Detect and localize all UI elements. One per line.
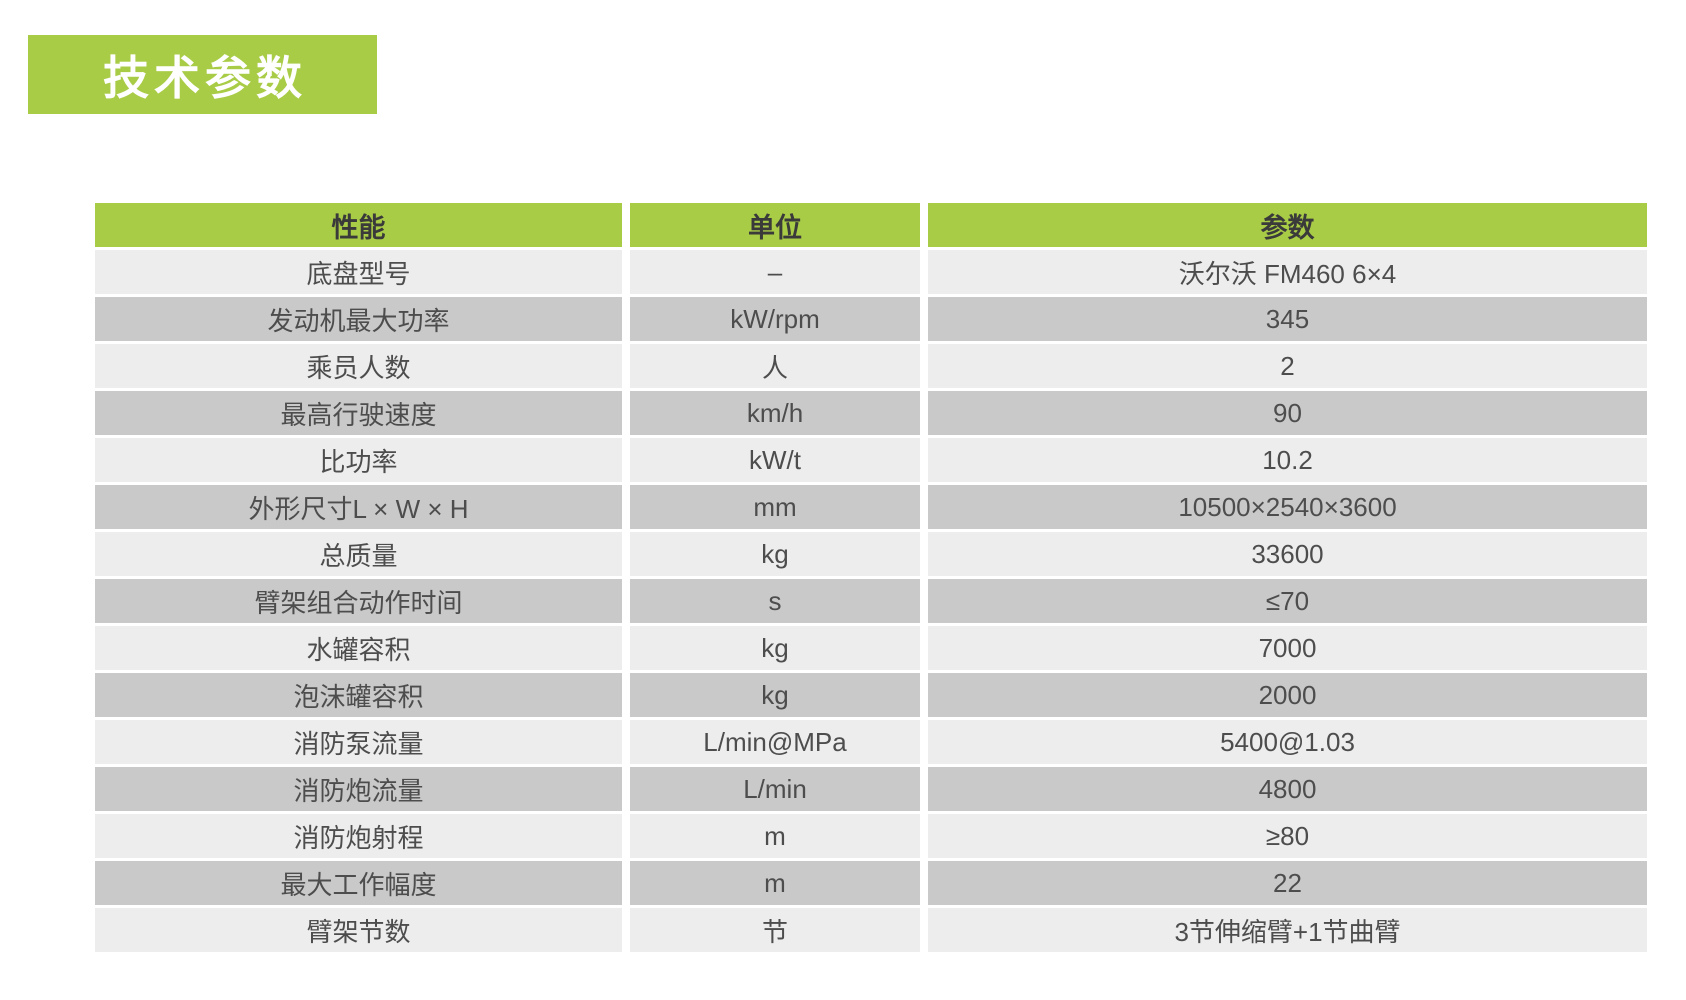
- spec-table-header: 性能 单位 参数: [95, 203, 1647, 247]
- cell-parameter: 5400@1.03: [928, 720, 1647, 764]
- cell-parameter: 2000: [928, 673, 1647, 717]
- cell-performance: 消防泵流量: [95, 720, 622, 764]
- cell-performance: 最大工作幅度: [95, 861, 622, 905]
- cell-performance: 消防炮射程: [95, 814, 622, 858]
- cell-parameter: 4800: [928, 767, 1647, 811]
- cell-unit: m: [630, 861, 920, 905]
- header-row: 性能 单位 参数: [95, 203, 1647, 247]
- cell-unit: kg: [630, 532, 920, 576]
- cell-parameter: 10.2: [928, 438, 1647, 482]
- cell-performance: 臂架节数: [95, 908, 622, 952]
- cell-parameter: 沃尔沃 FM460 6×4: [928, 250, 1647, 294]
- table-row: 总质量 kg 33600: [95, 532, 1647, 576]
- cell-unit: L/min: [630, 767, 920, 811]
- cell-parameter: 22: [928, 861, 1647, 905]
- table-row: 泡沫罐容积 kg 2000: [95, 673, 1647, 717]
- table-row: 发动机最大功率 kW/rpm 345: [95, 297, 1647, 341]
- table-row: 臂架组合动作时间 s ≤70: [95, 579, 1647, 623]
- cell-performance: 水罐容积: [95, 626, 622, 670]
- page-title: 技术参数: [103, 51, 307, 104]
- cell-unit: kW/t: [630, 438, 920, 482]
- table-row: 消防泵流量 L/min@MPa 5400@1.03: [95, 720, 1647, 764]
- page-title-badge: 技术参数: [28, 35, 377, 114]
- cell-unit: km/h: [630, 391, 920, 435]
- cell-performance: 比功率: [95, 438, 622, 482]
- cell-unit: kW/rpm: [630, 297, 920, 341]
- cell-performance: 最高行驶速度: [95, 391, 622, 435]
- cell-performance: 臂架组合动作时间: [95, 579, 622, 623]
- cell-unit: L/min@MPa: [630, 720, 920, 764]
- spec-table: 性能 单位 参数 底盘型号 – 沃尔沃 FM460 6×4 发动机最大功率 kW/rpm…: [87, 200, 1655, 955]
- cell-performance: 乘员人数: [95, 344, 622, 388]
- cell-parameter: 33600: [928, 532, 1647, 576]
- table-row: 底盘型号 – 沃尔沃 FM460 6×4: [95, 250, 1647, 294]
- cell-unit: kg: [630, 626, 920, 670]
- column-header-parameter: 参数: [928, 203, 1647, 247]
- cell-performance: 消防炮流量: [95, 767, 622, 811]
- cell-parameter: 10500×2540×3600: [928, 485, 1647, 529]
- cell-unit: 人: [630, 344, 920, 388]
- table-row: 消防炮射程 m ≥80: [95, 814, 1647, 858]
- cell-parameter: ≥80: [928, 814, 1647, 858]
- table-row: 乘员人数人 2: [95, 344, 1647, 388]
- cell-parameter: 345: [928, 297, 1647, 341]
- cell-parameter: 2: [928, 344, 1647, 388]
- table-row: 消防炮流量 L/min 4800: [95, 767, 1647, 811]
- cell-unit: s: [630, 579, 920, 623]
- table-row: 比功率 kW/t 10.2: [95, 438, 1647, 482]
- cell-performance: 发动机最大功率: [95, 297, 622, 341]
- cell-parameter: 3节伸缩臂+1节曲臂: [928, 908, 1647, 952]
- table-row: 最大工作幅度 m 22: [95, 861, 1647, 905]
- cell-performance: 外形尺寸L × W × H: [95, 485, 622, 529]
- cell-parameter: ≤70: [928, 579, 1647, 623]
- table-row: 最高行驶速度 km/h 90: [95, 391, 1647, 435]
- spec-table-body: 底盘型号 – 沃尔沃 FM460 6×4 发动机最大功率 kW/rpm 345 乘员人数人 2…: [95, 250, 1647, 952]
- cell-performance: 底盘型号: [95, 250, 622, 294]
- table-row: 臂架节数节 3节伸缩臂+1节曲臂: [95, 908, 1647, 952]
- cell-unit: mm: [630, 485, 920, 529]
- cell-unit: kg: [630, 673, 920, 717]
- cell-performance: 泡沫罐容积: [95, 673, 622, 717]
- column-header-unit: 单位: [630, 203, 920, 247]
- cell-performance: 总质量: [95, 532, 622, 576]
- cell-parameter: 90: [928, 391, 1647, 435]
- column-header-performance: 性能: [95, 203, 622, 247]
- cell-unit: m: [630, 814, 920, 858]
- cell-unit: –: [630, 250, 920, 294]
- table-row: 水罐容积 kg 7000: [95, 626, 1647, 670]
- cell-parameter: 7000: [928, 626, 1647, 670]
- cell-unit: 节: [630, 908, 920, 952]
